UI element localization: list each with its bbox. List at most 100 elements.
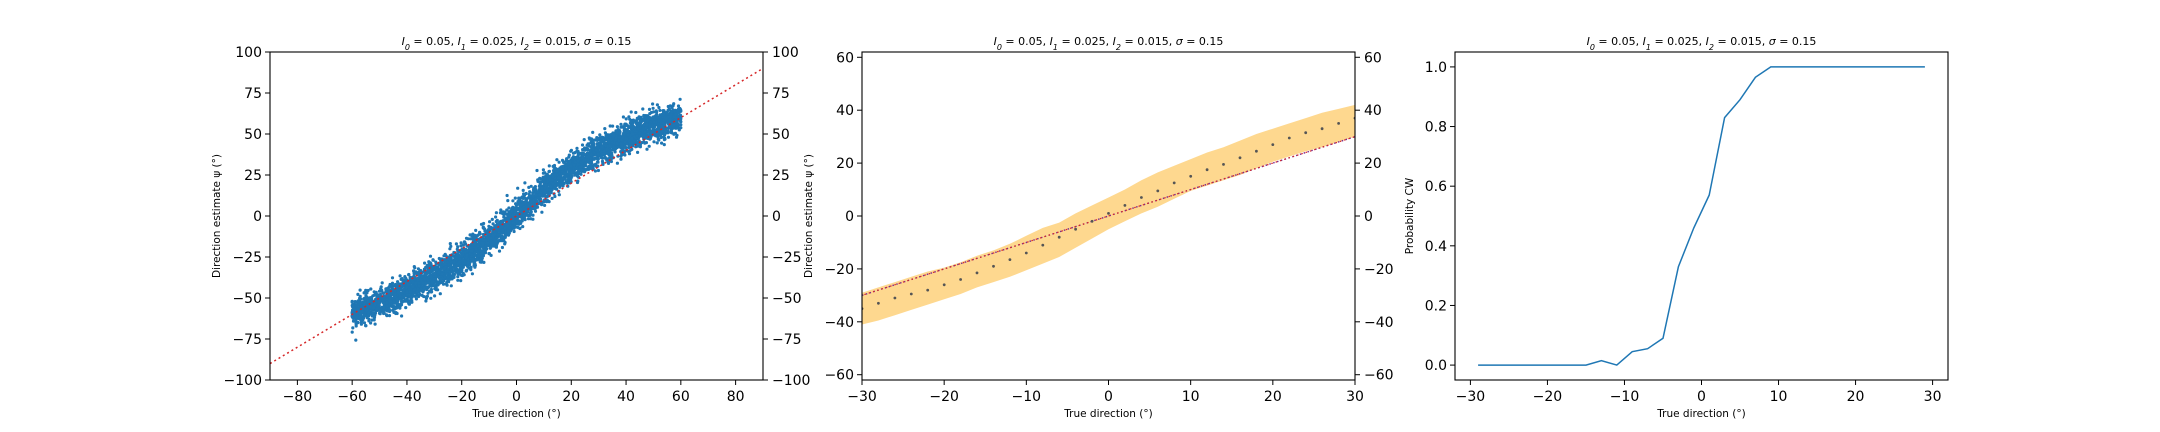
scatter-point	[655, 115, 660, 119]
scatter-point	[629, 110, 633, 114]
scatter-point	[645, 123, 649, 127]
scatter-point	[371, 313, 375, 318]
scatter-point	[455, 264, 459, 268]
y-axis-label: Probability CW	[1404, 177, 1416, 254]
scatter-point	[432, 284, 436, 288]
title-part: I	[521, 35, 524, 48]
scatter-point	[568, 160, 572, 164]
scatter-point	[453, 264, 457, 268]
y-tick-label: 60	[836, 50, 854, 66]
scatter-point	[385, 294, 389, 298]
scatter-point	[601, 152, 606, 156]
scatter-point	[429, 290, 433, 294]
scatter-point	[594, 148, 598, 152]
title-part: = 0.015,	[529, 35, 584, 48]
scatter-point	[350, 300, 354, 304]
scatter-point	[405, 285, 409, 289]
scatter-point	[517, 196, 521, 200]
title-part: 2	[524, 43, 529, 52]
scatter-point	[416, 276, 420, 280]
scatter-point	[514, 206, 519, 210]
scatter-point	[407, 272, 411, 277]
scatter-point	[497, 249, 502, 253]
scatter-point	[426, 268, 430, 272]
scatter-point	[515, 219, 519, 223]
scatter-point	[608, 124, 612, 128]
scatter-point	[598, 133, 602, 137]
title-part: = 0.05,	[1002, 35, 1050, 48]
scatter-point	[455, 253, 460, 258]
scatter-point	[501, 228, 505, 232]
scatter-point	[405, 290, 409, 294]
scatter-point	[519, 207, 523, 211]
scatter-point	[637, 115, 641, 119]
scatter-point	[567, 168, 571, 172]
y-tick-label: 0	[253, 209, 262, 225]
scatter-point	[657, 138, 661, 142]
x-tick-label: 0	[1697, 389, 1706, 405]
scatter-point	[586, 148, 591, 152]
scatter-point	[543, 194, 547, 198]
scatter-point	[466, 261, 470, 265]
mean-point	[1271, 143, 1275, 147]
scatter-point	[391, 291, 395, 295]
x-tick-label: −20	[1533, 389, 1563, 405]
scatter-point	[672, 102, 676, 106]
scatter-point	[461, 271, 465, 275]
scatter-point	[580, 143, 585, 147]
scatter-point	[359, 321, 363, 325]
title-part: 1	[1646, 43, 1651, 52]
scatter-point	[658, 108, 662, 112]
scatter-point	[358, 288, 362, 292]
scatter-point	[591, 138, 595, 142]
scatter-point	[606, 144, 610, 149]
scatter-point	[506, 199, 510, 203]
scatter-point	[414, 281, 418, 285]
title-part: σ	[1769, 35, 1777, 48]
scatter-point	[429, 287, 433, 292]
x-tick-label: −10	[1012, 389, 1042, 405]
title-part: 0	[997, 43, 1002, 52]
scatter-point	[391, 296, 395, 300]
scatter-point	[592, 147, 596, 151]
scatter-point	[459, 279, 463, 283]
title-part: 0	[405, 43, 410, 52]
scatter-point	[575, 170, 580, 174]
scatter-point	[400, 299, 404, 304]
right-y-tick-label: 20	[1364, 156, 1382, 172]
mean-point	[1140, 196, 1143, 199]
x-tick-label: −20	[447, 389, 477, 405]
x-tick-label: 20	[1847, 389, 1865, 405]
right-y-tick-label: −20	[1364, 262, 1394, 278]
title-part: = 0.025,	[1058, 35, 1113, 48]
scatter-point	[448, 258, 452, 262]
scatter-point	[413, 266, 417, 270]
y-tick-label: 100	[235, 45, 262, 61]
y-tick-label: 20	[836, 156, 854, 172]
scatter-point	[622, 132, 627, 136]
scatter-point	[527, 201, 531, 205]
scatter-point	[500, 210, 504, 214]
y-tick-label: −20	[824, 262, 854, 278]
scatter-point	[668, 118, 672, 122]
mean-point	[893, 296, 897, 300]
mean-point	[1304, 131, 1308, 135]
scatter-point	[579, 165, 584, 169]
scatter-point	[624, 117, 628, 121]
scatter-point	[472, 261, 476, 265]
y-tick-label: −60	[824, 368, 854, 384]
scatter-point	[358, 296, 362, 300]
scatter-point	[466, 237, 470, 241]
scatter-point	[479, 259, 483, 263]
scatter-point	[615, 129, 619, 133]
scatter-point	[481, 246, 485, 250]
scatter-point	[652, 120, 656, 124]
scatter-point	[513, 222, 517, 227]
scatter-point	[436, 283, 440, 287]
scatter-point	[604, 136, 608, 140]
scatter-point	[432, 277, 436, 281]
mean-point	[1238, 156, 1242, 160]
scatter-point	[659, 135, 663, 140]
right-y-tick-label: 25	[772, 168, 790, 184]
scatter-point	[449, 284, 453, 288]
